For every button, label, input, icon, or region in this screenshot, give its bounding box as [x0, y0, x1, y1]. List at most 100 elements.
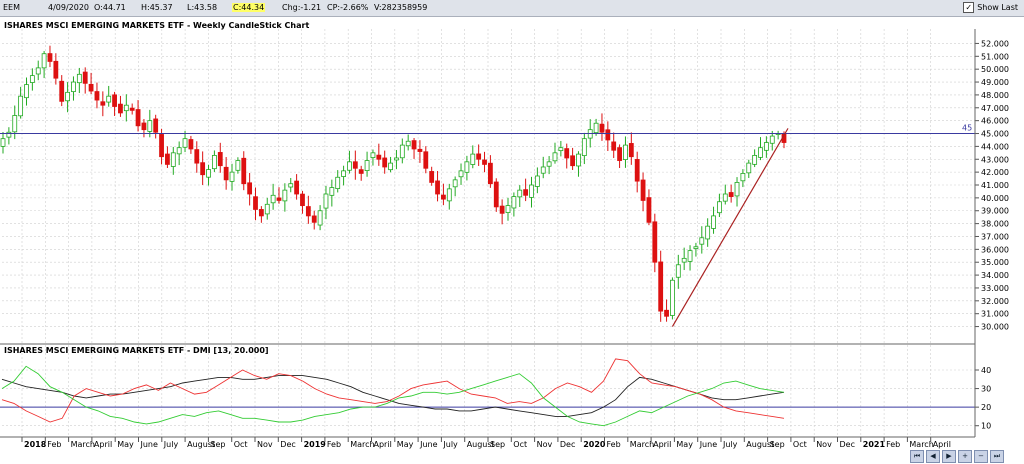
symbol-label: EEM [3, 3, 21, 12]
time-tick-label: Sep [490, 440, 505, 449]
candle-body [82, 71, 88, 84]
price-tick-label: 44.000 [981, 142, 1009, 151]
price-tick-label: 39.000 [981, 207, 1009, 216]
time-tick-label: May [117, 440, 134, 449]
show-last-checkbox[interactable]: ✓ Show Last [963, 2, 1018, 13]
time-tick-label: 2018 [24, 440, 47, 449]
time-tick-label: Oct [513, 440, 527, 449]
price-tick-label: 34.000 [981, 271, 1009, 280]
candle-body [382, 157, 388, 168]
candle-body [147, 120, 153, 132]
grid-lines [2, 29, 975, 437]
time-tick-label: Nov [816, 440, 832, 449]
candle-body [24, 84, 29, 99]
price-tick-label: 43.000 [981, 155, 1009, 164]
price-tick-label: 40.000 [981, 194, 1009, 203]
candle-body [370, 152, 376, 159]
candle-body [623, 144, 628, 160]
time-tick-label: 2020 [583, 440, 606, 449]
dmi-series [0, 358, 975, 427]
candle-body [341, 170, 346, 177]
time-tick-label: July [163, 440, 179, 449]
candle-body [423, 151, 429, 169]
time-tick-label: Nov [257, 440, 273, 449]
candle-body [35, 67, 41, 75]
candle-body [94, 91, 100, 101]
candle-body [329, 187, 335, 196]
zoom-out-icon[interactable]: − [974, 450, 988, 463]
time-tick-label: June [419, 440, 438, 449]
candle-body [482, 159, 487, 165]
candle-body [176, 147, 182, 155]
time-tick-label: Dec [560, 440, 575, 449]
candle-body [59, 80, 65, 102]
candle-body [446, 188, 452, 202]
candle-body [505, 205, 511, 213]
scroll-first-icon[interactable]: ⏮ [910, 450, 924, 463]
scroll-left-icon[interactable]: ◀ [926, 450, 940, 463]
time-tick-label: August [746, 440, 774, 449]
candle-body [758, 147, 763, 158]
time-tick-label: Oct [793, 440, 807, 449]
candle-body [534, 175, 540, 187]
price-tick-label: 48.000 [981, 91, 1009, 100]
candle-body [658, 261, 664, 312]
candle-body [135, 109, 141, 127]
candle-body [441, 194, 446, 200]
candle-body [270, 194, 276, 204]
candle-body [311, 215, 317, 223]
candle-body [681, 257, 687, 263]
time-tick-label: August [187, 440, 215, 449]
time-tick-label: July [442, 440, 458, 449]
candle-body [388, 162, 393, 171]
price-tick-label: 31.000 [981, 310, 1009, 319]
candle-body [229, 171, 235, 182]
candle-body [452, 179, 458, 188]
chart-area[interactable]: 52.000 51.000 50.000 49.000 48.000 47.000 46.0… [0, 17, 1024, 464]
time-tick-label: March [630, 440, 654, 449]
time-axis: 2018 Feb March April May June July August Sep Oct… [0, 436, 975, 449]
price-tick-label: 45.000 [981, 130, 1009, 139]
candle-body [358, 169, 364, 174]
price-tick-label: 38.000 [981, 220, 1009, 229]
scroll-last-icon[interactable]: ⏭ [990, 450, 1004, 463]
dmi-tick-label: 30 [981, 385, 991, 394]
candle-body [247, 182, 253, 195]
candle-body [112, 94, 117, 107]
candle-body [540, 166, 546, 174]
candle-body [687, 250, 693, 262]
candle-body [581, 138, 587, 157]
candle-body [153, 118, 159, 133]
price-tick-label: 37.000 [981, 232, 1009, 241]
candle-body [646, 197, 652, 223]
price-tick-label: 47.000 [981, 104, 1009, 113]
candle-body [352, 161, 358, 169]
candle-body [499, 205, 505, 214]
candle-body [305, 206, 311, 217]
time-tick-label: March [909, 440, 933, 449]
candle-body [6, 131, 12, 138]
candle-body [699, 237, 705, 245]
date-label: 4/09/2020 [48, 3, 90, 12]
candle-body [470, 153, 476, 165]
price-tick-label: 41.000 [981, 181, 1009, 190]
high-label: H:45.37 [141, 3, 173, 12]
time-tick-label: Feb [607, 440, 621, 449]
price-tick-label: 32.000 [981, 297, 1009, 306]
candle-body [734, 182, 740, 197]
time-tick-label: May [397, 440, 414, 449]
candle-body [558, 147, 564, 152]
time-tick-label: March [71, 440, 95, 449]
dmi-line-black [1, 375, 785, 417]
zoom-in-icon[interactable]: + [958, 450, 972, 463]
price-tick-label: 30.000 [981, 323, 1009, 332]
candle-body [593, 122, 599, 134]
scroll-right-icon[interactable]: ▶ [942, 450, 956, 463]
time-tick-label: April [374, 440, 392, 449]
candle-body [711, 215, 716, 229]
checkbox-icon[interactable]: ✓ [963, 2, 975, 13]
candle-body [746, 162, 752, 174]
candle-body [511, 196, 517, 209]
candle-body [435, 180, 440, 195]
